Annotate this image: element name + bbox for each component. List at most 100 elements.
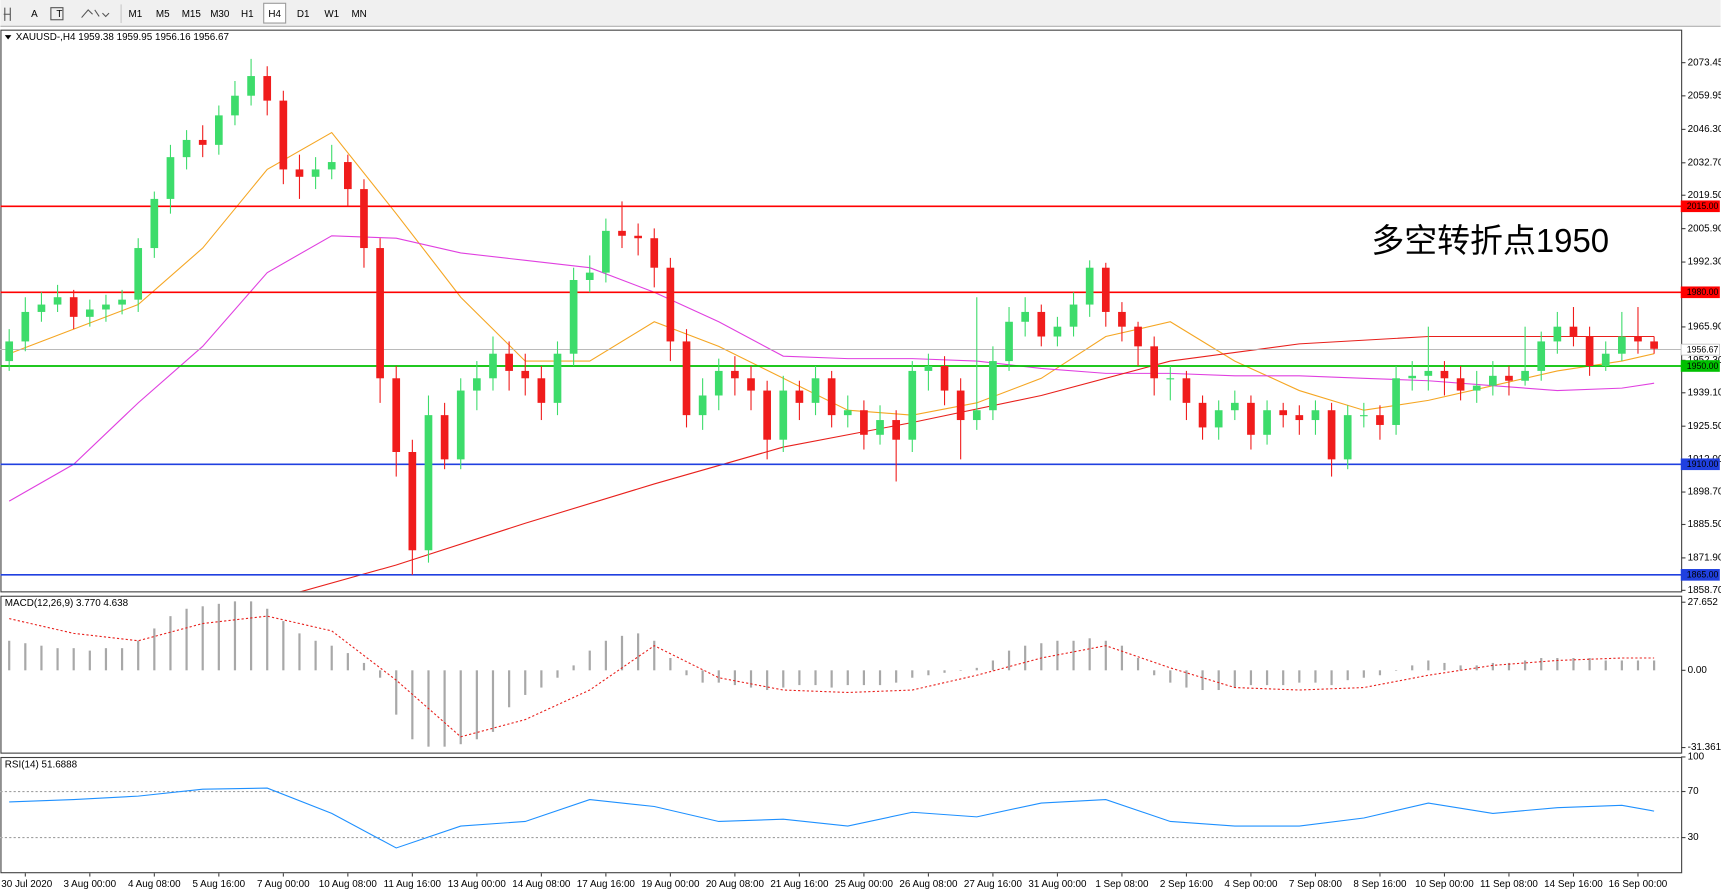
y-tick-label: 2005.90	[1688, 223, 1721, 234]
candle-body	[1118, 311, 1126, 327]
candle-body	[1327, 410, 1336, 460]
candle-body	[1456, 378, 1465, 391]
candle-body	[440, 415, 449, 460]
macd-bar	[733, 670, 736, 686]
crosshair-icon[interactable]	[3, 7, 11, 21]
y-tick-label: -31.361	[1688, 742, 1721, 753]
candle-body	[21, 311, 30, 342]
x-tick-label: 7 Sep 08:00	[1289, 879, 1343, 890]
candle-body	[795, 390, 804, 403]
x-tick-label: 1 Sep 08:00	[1095, 879, 1149, 890]
period-button[interactable]: M1	[128, 9, 142, 20]
y-tick-label: 2032.70	[1688, 157, 1721, 168]
y-tick-label: 2059.95	[1688, 90, 1721, 101]
period-button[interactable]: H1	[241, 9, 254, 20]
text-tool-icon[interactable]	[50, 7, 64, 21]
macd-bar	[749, 670, 753, 688]
candle-body	[1037, 311, 1046, 337]
annotation: 多空转折点1950	[1371, 222, 1609, 259]
price-level-box	[1680, 200, 1720, 213]
toolbar-bg	[0, 0, 1721, 27]
candle-body	[714, 370, 723, 396]
y-tick-label: 2019.50	[1688, 190, 1721, 201]
period-button[interactable]: MN	[351, 9, 366, 20]
candle-body	[53, 297, 62, 305]
candle-body	[102, 304, 110, 310]
macd-bar	[1265, 670, 1269, 686]
y-tick-label: 2046.30	[1688, 124, 1721, 135]
candle-body	[327, 162, 336, 170]
candle-body	[1053, 326, 1062, 337]
macd-bar	[169, 616, 172, 671]
candle-body	[1359, 415, 1368, 417]
macd-bar	[475, 670, 478, 740]
candle-body	[1182, 378, 1191, 403]
y-tick-label: 1885.50	[1688, 519, 1721, 530]
macd-bar	[717, 670, 720, 683]
candle-body	[392, 378, 401, 452]
candle-body	[360, 189, 368, 249]
macd-bar	[298, 633, 301, 671]
price-level-label: 1950.00	[1687, 361, 1719, 371]
x-tick-label: 30 Jul 2020	[1, 879, 52, 890]
main-panel-frame	[0, 29, 1683, 593]
candle-body	[424, 415, 433, 551]
macd-bar	[1556, 658, 1559, 671]
x-tick-label: 2 Sep 16:00	[1160, 879, 1214, 890]
macd-bar	[1588, 658, 1591, 671]
macd-bar	[443, 670, 446, 747]
candle-body	[521, 370, 530, 379]
candle-body	[650, 238, 659, 268]
candle-body	[731, 370, 739, 379]
text-button-glyph[interactable]: T	[56, 9, 62, 20]
candle-body	[1343, 415, 1352, 460]
candle-body	[1408, 375, 1417, 379]
candle-body	[263, 76, 272, 101]
macd-bar	[1491, 662, 1494, 671]
macd-bar	[911, 670, 914, 678]
candle-body	[682, 341, 691, 416]
macd-bar	[153, 628, 156, 671]
period-button[interactable]: H4	[268, 9, 281, 20]
candle-body	[182, 139, 191, 158]
candle-body	[279, 100, 288, 170]
candle-body	[1279, 410, 1288, 416]
dropdown-icon[interactable]	[102, 12, 110, 18]
period-button[interactable]: M15	[182, 9, 202, 20]
x-tick-label: 14 Aug 08:00	[512, 879, 571, 890]
font-button[interactable]: A	[31, 9, 38, 20]
candle-body	[666, 267, 675, 342]
macd-bar	[1330, 670, 1333, 686]
rsi-plot	[0, 787, 1682, 849]
candle-body	[376, 248, 384, 379]
macd-bar	[927, 670, 930, 676]
period-button[interactable]: M5	[156, 9, 170, 20]
macd-bar	[137, 640, 140, 671]
price-level-label: 1865.00	[1687, 570, 1719, 580]
macd-bar	[362, 662, 366, 671]
candle-body	[1166, 378, 1175, 380]
macd-bar	[1346, 670, 1349, 681]
candle-body	[1440, 370, 1449, 379]
candle-body	[843, 410, 852, 416]
candle-body	[408, 451, 417, 551]
period-button[interactable]: M30	[210, 9, 230, 20]
x-tick-label: 31 Aug 00:00	[1028, 879, 1087, 890]
macd-bar	[653, 640, 656, 671]
candle-body	[1134, 326, 1142, 347]
period-button[interactable]: W1	[324, 9, 339, 20]
candle-body	[618, 230, 626, 236]
candle-body	[1069, 304, 1078, 327]
macd-bar	[814, 670, 817, 686]
shapes-icon[interactable]	[81, 9, 100, 18]
macd-bar	[1604, 660, 1607, 671]
candle-body	[1472, 385, 1481, 391]
macd-bar	[379, 670, 382, 678]
y-tick-label: 30	[1688, 832, 1699, 843]
y-tick-label: 2073.45	[1688, 57, 1721, 68]
candle-body	[940, 365, 949, 391]
candle-body	[827, 378, 836, 416]
period-button[interactable]: D1	[297, 9, 310, 20]
candle-body	[247, 76, 255, 96]
symbol-marker	[4, 35, 12, 40]
